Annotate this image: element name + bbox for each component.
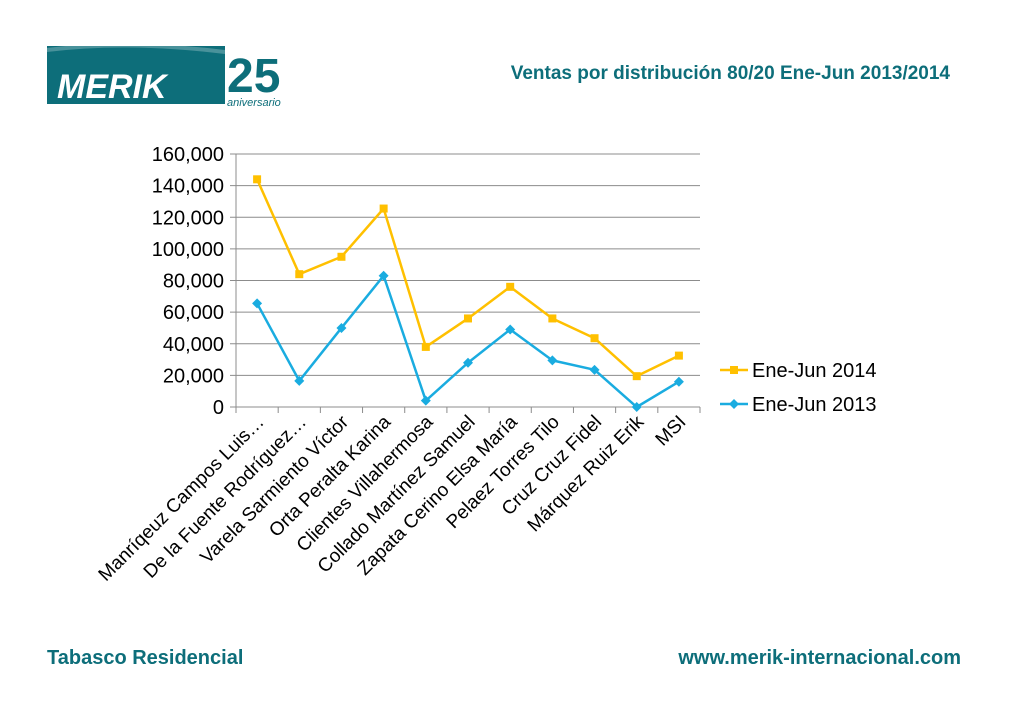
data-point <box>252 298 263 309</box>
data-point <box>730 366 738 374</box>
merik-logo: MERIK 25 aniversario <box>47 43 292 109</box>
x-tick-label: De la Fuente Rodríguez… <box>140 412 311 583</box>
x-tick-label: MSI <box>652 412 691 451</box>
legend-label: Ene-Jun 2014 <box>752 360 877 382</box>
y-tick-label: 60,000 <box>163 302 224 324</box>
data-point <box>632 372 641 381</box>
series-line <box>255 178 680 378</box>
y-axis-tick-labels: 0 20,000 40,000 60,000 80,000 100,000 120,000 1… <box>152 144 224 419</box>
data-point <box>336 322 347 333</box>
data-point <box>379 204 388 213</box>
legend-entry: Ene-Jun 2014 <box>720 360 877 382</box>
series-line <box>255 274 680 409</box>
y-tick-label: 40,000 <box>163 334 224 356</box>
data-point <box>378 270 389 281</box>
data-point <box>674 351 683 360</box>
x-axis-tick-labels: Manríqeuz Campos Luis…De la Fuente Rodrí… <box>95 411 691 585</box>
y-tick-label: 120,000 <box>152 207 224 229</box>
series-ene-jun-2013 <box>252 270 684 412</box>
data-point <box>505 324 516 335</box>
footer-location: Tabasco Residencial <box>47 647 244 669</box>
page-title: Ventas por distribución 80/20 Ene-Jun 20… <box>510 63 950 84</box>
chart-legend: Ene-Jun 2014 Ene-Jun 2013 <box>720 360 877 416</box>
data-point <box>463 357 473 368</box>
data-point <box>547 355 558 366</box>
data-point <box>420 395 431 406</box>
data-point <box>295 270 304 279</box>
data-point <box>729 399 739 409</box>
y-tick-label: 100,000 <box>152 239 224 261</box>
data-point <box>253 175 262 184</box>
data-point <box>421 342 430 351</box>
data-point <box>294 375 305 386</box>
y-tick-label: 160,000 <box>152 144 224 166</box>
series-ene-jun-2014 <box>253 175 683 381</box>
data-point <box>589 364 600 375</box>
data-point <box>590 334 599 343</box>
footer-website[interactable]: www.merik-internacional.com <box>678 647 961 669</box>
logo-background <box>47 46 225 104</box>
logo-anniversary-number: 25 <box>227 50 280 103</box>
chart-series <box>252 175 684 412</box>
legend-label: Ene-Jun 2013 <box>752 394 877 416</box>
logo-text: MERIK <box>57 68 169 106</box>
chart-gridlines <box>236 153 700 376</box>
logo-anniversary-word: aniversario <box>227 97 281 108</box>
legend-entry: Ene-Jun 2013 <box>720 394 877 416</box>
y-tick-label: 140,000 <box>152 176 224 198</box>
x-tick-label: Manríqeuz Campos Luis… <box>95 412 269 586</box>
y-tick-label: 0 <box>213 397 224 419</box>
data-point <box>673 376 684 387</box>
chart-axes <box>230 153 701 413</box>
data-point <box>548 314 557 323</box>
data-point <box>464 314 472 323</box>
data-point <box>631 402 642 412</box>
y-tick-label: 20,000 <box>163 365 224 387</box>
data-point <box>506 282 515 291</box>
y-tick-label: 80,000 <box>163 271 224 293</box>
data-point <box>337 252 346 261</box>
